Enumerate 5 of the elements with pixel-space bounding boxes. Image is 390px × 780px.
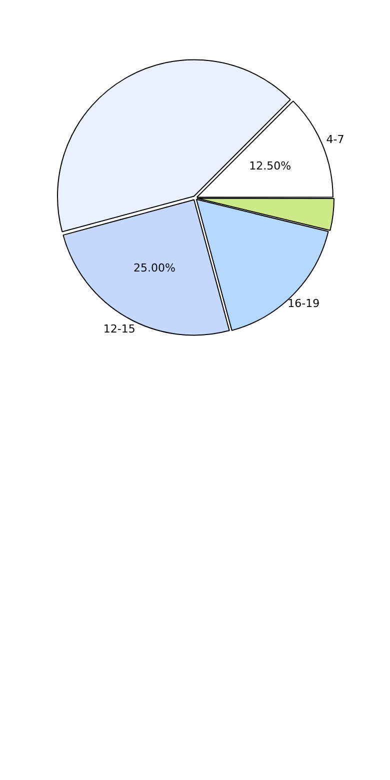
slice-label: 4-7 xyxy=(326,132,344,146)
slice-label: 16-19 xyxy=(288,296,320,310)
data-label: 25.00% xyxy=(134,261,176,274)
slice-label: 12-15 xyxy=(103,322,136,336)
data-label: 12.50% xyxy=(249,160,292,173)
